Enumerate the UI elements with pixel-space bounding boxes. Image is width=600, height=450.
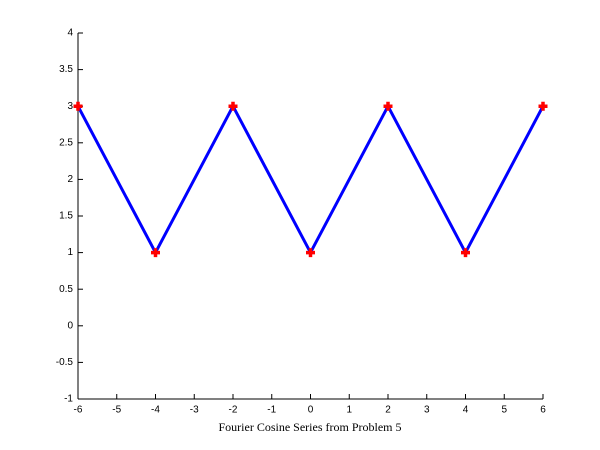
x-tick-label: -6 bbox=[74, 405, 83, 416]
x-tick-label: -1 bbox=[267, 405, 276, 416]
x-tick-label: -4 bbox=[151, 405, 160, 416]
y-tick-label: 2 bbox=[67, 174, 73, 185]
x-tick-label: -2 bbox=[229, 405, 238, 416]
marker bbox=[538, 101, 548, 111]
x-tick-label: 4 bbox=[463, 405, 469, 416]
marker bbox=[461, 248, 470, 258]
marker bbox=[73, 101, 83, 111]
x-tick-label: 0 bbox=[308, 405, 314, 416]
y-tick-label: 3.5 bbox=[59, 64, 73, 75]
y-tick-label: 3 bbox=[67, 101, 73, 112]
y-tick-label: 4 bbox=[67, 28, 73, 39]
line bbox=[76, 104, 545, 255]
marker bbox=[383, 101, 393, 111]
y-tick-label: 0 bbox=[67, 320, 73, 331]
y-tick-label: 0.5 bbox=[59, 284, 73, 295]
y-tick-label: 1 bbox=[67, 247, 73, 258]
marker bbox=[151, 248, 160, 258]
y-tick-label: 1.5 bbox=[59, 211, 73, 222]
x-tick-label: 1 bbox=[346, 405, 352, 416]
x-tick-label: 2 bbox=[385, 405, 391, 416]
marker bbox=[228, 101, 238, 111]
x-tick-label: -3 bbox=[190, 405, 199, 416]
y-tick-label: -0.5 bbox=[56, 357, 74, 368]
x-tick-label: 3 bbox=[424, 405, 430, 416]
x-tick-label: 5 bbox=[501, 405, 507, 416]
y-tick-label: 2.5 bbox=[59, 137, 73, 148]
x-axis-label: Fourier Cosine Series from Problem 5 bbox=[219, 420, 402, 434]
x-tick-label: 6 bbox=[540, 405, 546, 416]
x-tick-label: -5 bbox=[112, 405, 121, 416]
marker bbox=[306, 248, 315, 258]
y-tick-label: -1 bbox=[64, 394, 73, 405]
